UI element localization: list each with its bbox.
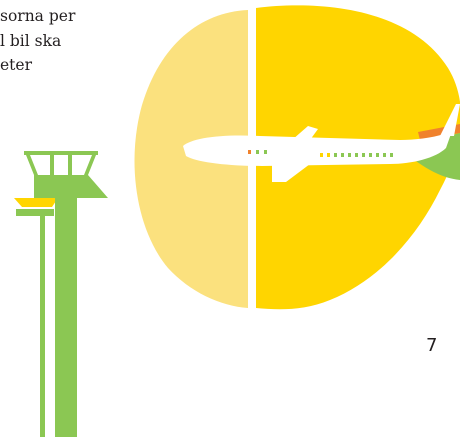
tower-shaft (40, 216, 45, 437)
cabin-window (383, 153, 386, 157)
tower-roof-left-leg (26, 155, 38, 175)
cabin-window (334, 153, 337, 157)
cockpit-window (248, 150, 251, 154)
tower-roof-mid-post (50, 155, 54, 175)
body-text-line: eter (0, 56, 32, 74)
airplane-icon (183, 104, 460, 182)
tower-cab (34, 175, 108, 198)
cabin-window (327, 153, 330, 157)
blob-left-half (134, 10, 248, 308)
cabin-window (362, 153, 365, 157)
airplane-lower-wing (272, 164, 310, 182)
tower-roof-bar (24, 151, 98, 155)
cockpit-window (264, 150, 267, 154)
cabin-window (320, 153, 323, 157)
tower-balcony-base (16, 209, 54, 216)
body-text-line: l bil ska (0, 31, 62, 50)
tower-balcony (14, 198, 58, 207)
tower-roof-mid-post (68, 155, 72, 175)
cockpit-window (256, 150, 259, 154)
cabin-window (376, 153, 379, 157)
airplane-upper-wing (292, 126, 318, 140)
cabin-window (341, 153, 344, 157)
cabin-window (355, 153, 358, 157)
airplane-fuselage (183, 131, 452, 166)
body-text-line: sorna per (0, 7, 76, 25)
tower-roof-right-leg (84, 155, 96, 175)
cabin-window (390, 153, 393, 157)
control-tower-icon (14, 151, 108, 437)
page-number: 7 (426, 335, 438, 356)
tower-shaft (55, 198, 77, 437)
body-text-fragment: sorna per l bil ska eter (0, 4, 150, 78)
cabin-window (369, 153, 372, 157)
airplane-tail-fin (440, 104, 460, 136)
cabin-window (348, 153, 351, 157)
